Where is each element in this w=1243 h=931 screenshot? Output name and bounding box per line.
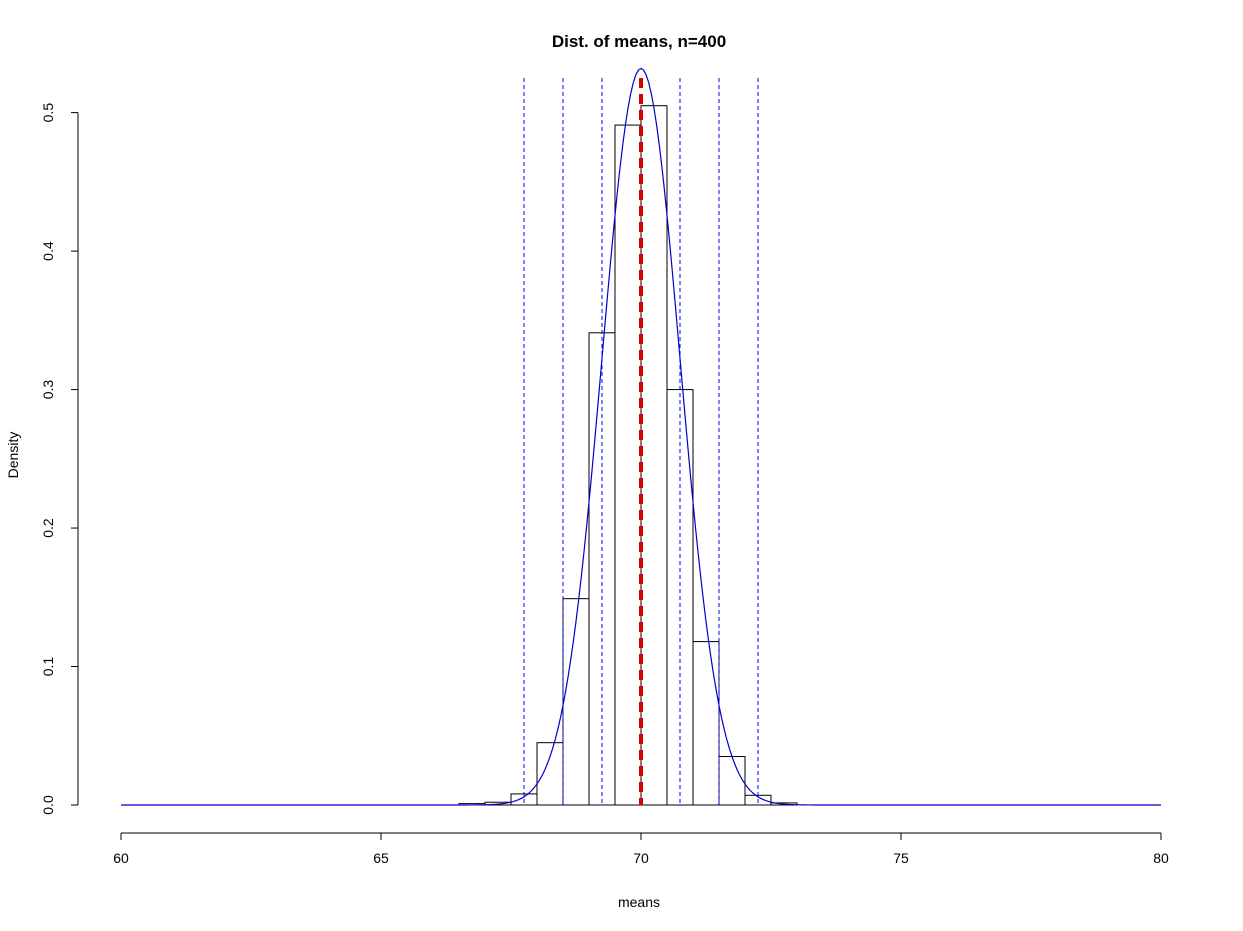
density-curve xyxy=(121,67,1161,806)
y-tick-label: 0.1 xyxy=(40,657,56,677)
y-tick-label: 0.3 xyxy=(40,380,56,400)
histogram-bar xyxy=(562,598,590,806)
histogram-bar xyxy=(614,124,642,806)
histogram-bar xyxy=(692,641,720,806)
y-axis-label: Density xyxy=(5,432,21,479)
density-curve-layer xyxy=(121,67,1161,806)
histogram-bar xyxy=(640,105,668,806)
chart-title: Dist. of means, n=400 xyxy=(552,32,726,51)
x-axis-label: means xyxy=(618,894,660,910)
x-tick-label: 60 xyxy=(113,850,129,866)
histogram-bar xyxy=(718,756,746,806)
x-tick-label: 65 xyxy=(373,850,389,866)
reference-lines xyxy=(523,78,759,805)
y-tick-label: 0.4 xyxy=(40,241,56,261)
y-axis: 0.0 0.1 0.2 0.3 0.4 0.5 xyxy=(40,103,79,815)
x-tick-label: 80 xyxy=(1153,850,1169,866)
histogram-bar xyxy=(536,742,564,806)
x-tick-label: 70 xyxy=(633,850,649,866)
y-tick-label: 0.0 xyxy=(40,795,56,815)
x-axis: 60 65 70 75 80 xyxy=(113,832,1169,866)
histogram-bars xyxy=(458,105,798,806)
x-tick-label: 75 xyxy=(893,850,909,866)
y-tick-label: 0.2 xyxy=(40,518,56,538)
y-tick-label: 0.5 xyxy=(40,103,56,123)
